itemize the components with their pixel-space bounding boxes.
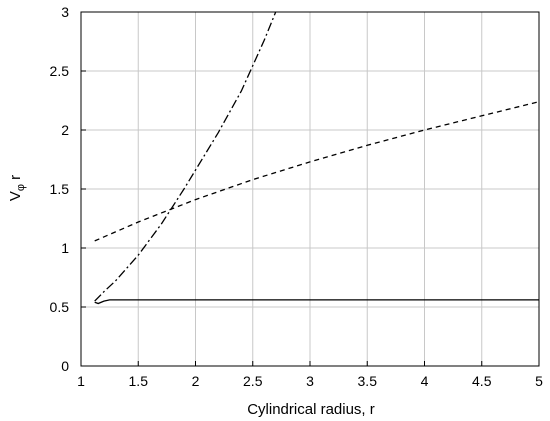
grid-lines: [81, 12, 539, 366]
y-axis-label-main: V: [7, 191, 24, 201]
x-tick-label: 4.5: [472, 373, 492, 389]
y-axis-ticks: 0 0.5 1 1.5 2 2.5 3: [50, 4, 86, 374]
series-line-dashdot: [94, 11, 277, 302]
series-line-dashed: [94, 101, 540, 242]
y-tick-label: 0.5: [50, 299, 70, 315]
y-tick-label: 1.5: [50, 181, 70, 197]
x-tick-label: 1: [77, 373, 85, 389]
x-tick-label: 2.5: [243, 373, 263, 389]
series-group: [94, 11, 540, 305]
x-tick-label: 5: [535, 373, 543, 389]
y-axis-label: Vφ r: [7, 175, 27, 201]
x-tick-label: 3.5: [358, 373, 378, 389]
x-tick-label: 3: [306, 373, 314, 389]
series-line-solid: [94, 299, 539, 305]
y-tick-label: 0: [61, 358, 69, 374]
y-tick-label: 1: [61, 240, 69, 256]
x-axis-label: Cylindrical radius, r: [247, 401, 375, 418]
y-tick-label: 2: [61, 122, 69, 138]
y-tick-label: 2.5: [50, 63, 70, 79]
x-tick-label: 1.5: [129, 373, 149, 389]
y-tick-label: 3: [61, 4, 69, 20]
x-tick-label: 4: [421, 373, 429, 389]
x-tick-label: 2: [192, 373, 200, 389]
y-axis-label-sub: φ: [15, 184, 27, 191]
y-axis-label-tail: r: [7, 175, 24, 184]
x-axis-ticks: 1 1.5 2 2.5 3 3.5 4 4.5 5: [77, 361, 543, 389]
